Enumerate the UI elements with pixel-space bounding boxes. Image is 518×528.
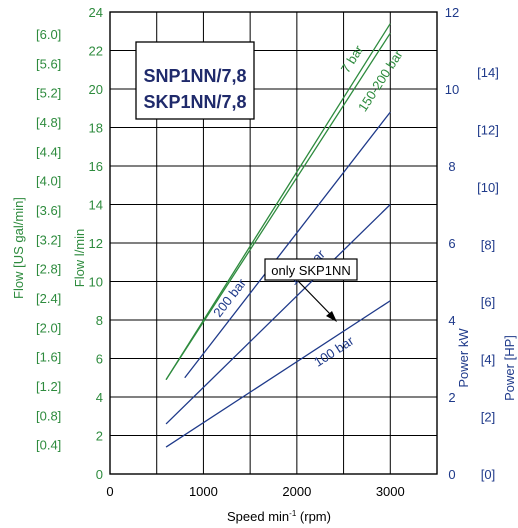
usgal-tick-label: [2.0] [36,320,61,335]
hp-tick-label: [14] [477,65,499,80]
series-label: 7 bar [338,42,367,76]
kw-tick-label: 12 [445,5,459,20]
usgal-tick-label: [5.2] [36,86,61,101]
kw-tick-label: 4 [448,313,455,328]
usgal-tick-label: [2.4] [36,291,61,306]
hp-tick-label: [10] [477,180,499,195]
usgal-tick-label: [0.4] [36,438,61,453]
kw-axis-label: Power kW [456,328,471,388]
flow-tick-label: 6 [96,352,103,367]
hp-tick-label: [12] [477,122,499,137]
hp-tick-label: [4] [481,352,495,367]
annotation-label: only SKP1NN [271,263,350,278]
kw-tick-label: 8 [448,159,455,174]
usgal-tick-label: [4.8] [36,115,61,130]
power-line [165,300,391,448]
usgal-tick-label: [3.6] [36,203,61,218]
usgal-tick-label: [4.0] [36,174,61,189]
flow-tick-label: 16 [89,159,103,174]
kw-tick-label: 6 [448,236,455,251]
power-line [184,111,391,379]
flow-line [165,23,391,381]
usgal-tick-label: [6.0] [36,27,61,42]
flow-tick-label: 20 [89,82,103,97]
annotation-arrowhead [326,311,337,322]
usgal-tick-label: [1.6] [36,350,61,365]
usgal-tick-label: [3.2] [36,232,61,247]
x-tick-label: 2000 [282,484,311,499]
grid [110,12,437,474]
flow-tick-label: 2 [96,429,103,444]
x-axis-label: Speed min-1 (rpm) [227,509,331,524]
flow-tick-label: 24 [89,5,103,20]
flow-tick-label: 18 [89,121,103,136]
flow-tick-label: 22 [89,44,103,59]
hp-tick-label: [2] [481,410,495,425]
usgal-tick-label: [5.6] [36,56,61,71]
x-tick-label: 0 [106,484,113,499]
flow-tick-label: 4 [96,390,103,405]
plot-frame [109,11,438,475]
title-box [135,41,255,120]
hp-tick-label: [6] [481,295,495,310]
series-label: 150-200 bar [355,47,406,115]
hp-tick-label: [8] [481,237,495,252]
x-tick-label: 1000 [189,484,218,499]
annotation-arrow [297,280,334,318]
kw-tick-label: 2 [448,390,455,405]
kw-tick-label: 0 [448,467,455,482]
usgal-tick-label: [1.2] [36,379,61,394]
annotation-box [264,258,358,281]
flow-line [165,32,391,381]
usgal-tick-label: [0.8] [36,408,61,423]
usgal-tick-label: [2.8] [36,262,61,277]
usgal-tick-label: [4.4] [36,144,61,159]
x-tick-label: 3000 [376,484,405,499]
hp-tick-label: [0] [481,467,495,482]
hp-axis-label: Power [HP] [502,335,517,401]
title-line-2: SKP1NN/7,8 [143,92,246,112]
flow-tick-label: 0 [96,467,103,482]
kw-tick-label: 10 [445,82,459,97]
flow-tick-label: 8 [96,313,103,328]
flow-tick-label: 12 [89,236,103,251]
flow-axis-label: Flow l/min [72,229,87,288]
flow-tick-label: 10 [89,275,103,290]
power-line [165,204,391,425]
title-line-1: SNP1NN/7,8 [143,66,246,86]
usgal-axis-label: Flow [US gal/min] [11,197,26,299]
flow-tick-label: 14 [89,198,103,213]
